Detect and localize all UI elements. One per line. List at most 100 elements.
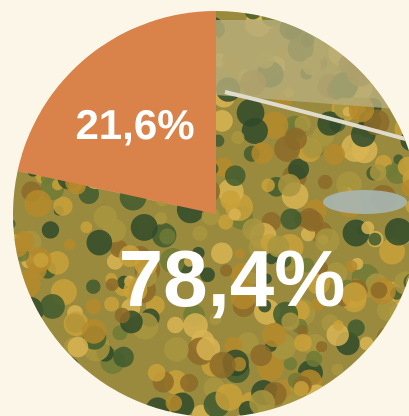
tree — [60, 373, 79, 391]
tree — [13, 238, 28, 258]
tree — [400, 63, 409, 83]
tree — [45, 251, 69, 275]
tree — [281, 312, 300, 331]
tree — [288, 158, 310, 180]
tree — [331, 363, 344, 376]
tree — [91, 396, 103, 409]
tree — [24, 189, 52, 218]
tree — [397, 156, 409, 177]
tree — [13, 69, 36, 93]
tree — [383, 352, 409, 381]
tree — [220, 190, 241, 211]
pie-top — [17, 11, 217, 214]
tree — [73, 13, 90, 31]
tree — [324, 262, 348, 285]
tree — [369, 367, 385, 384]
tree — [41, 12, 68, 38]
tree — [359, 336, 374, 351]
tree — [64, 22, 84, 42]
tree — [335, 372, 363, 399]
tree — [86, 229, 113, 256]
tree — [15, 296, 44, 325]
tree — [376, 327, 398, 349]
tree — [384, 217, 409, 246]
tree — [307, 271, 331, 295]
tree — [130, 213, 158, 241]
tree — [104, 296, 120, 312]
tree — [315, 228, 340, 253]
tree — [368, 55, 383, 70]
tree — [13, 379, 18, 396]
tree — [63, 238, 76, 251]
tree — [404, 41, 409, 52]
tree — [20, 314, 43, 337]
tree — [242, 218, 265, 241]
tree — [261, 178, 275, 192]
tree — [183, 313, 208, 338]
tree — [34, 42, 58, 66]
tree — [164, 337, 189, 362]
tree — [48, 362, 73, 387]
tree — [359, 349, 388, 378]
tree — [180, 373, 199, 392]
tree — [401, 179, 409, 197]
tree — [13, 339, 39, 366]
slice-label: 21,6% — [75, 101, 194, 148]
tree — [299, 257, 315, 273]
tree — [13, 72, 19, 85]
tree — [67, 336, 89, 358]
tree — [113, 346, 134, 368]
tree — [72, 34, 88, 50]
tree — [165, 394, 183, 412]
tree — [80, 221, 93, 234]
tree — [339, 11, 367, 32]
tree — [86, 16, 100, 30]
tree — [52, 355, 81, 384]
tree — [347, 319, 365, 337]
tree — [335, 33, 350, 48]
tree — [231, 130, 245, 145]
tree — [401, 343, 409, 370]
tree — [314, 261, 328, 275]
tree — [38, 45, 50, 57]
tree — [376, 24, 393, 41]
tree — [302, 134, 326, 157]
tree — [384, 164, 398, 178]
tree — [13, 93, 28, 112]
tree — [374, 38, 399, 63]
tree — [209, 351, 236, 379]
tree — [13, 301, 19, 319]
tree — [13, 393, 25, 416]
tree — [13, 319, 32, 344]
tree — [224, 165, 246, 187]
tree — [37, 48, 49, 61]
tree — [105, 278, 119, 291]
tree — [211, 242, 233, 265]
tree — [368, 232, 382, 246]
tree — [81, 319, 107, 344]
tree — [378, 11, 405, 32]
tree — [316, 393, 339, 416]
pond — [323, 190, 407, 214]
tree — [160, 248, 186, 274]
tree — [35, 347, 52, 364]
tree — [261, 111, 289, 139]
tree — [244, 11, 262, 20]
tree — [39, 385, 61, 407]
tree — [48, 28, 77, 56]
tree — [147, 363, 166, 382]
tree — [262, 322, 287, 348]
tree — [315, 341, 328, 353]
tree — [218, 214, 234, 230]
tree — [228, 208, 241, 221]
tree — [280, 208, 302, 230]
tree — [297, 325, 309, 337]
tree — [324, 143, 345, 165]
labels: 21,6% 78,4% — [75, 101, 345, 323]
tree — [251, 142, 274, 165]
tree — [311, 26, 322, 37]
tree — [267, 235, 290, 258]
tree — [294, 115, 311, 132]
tree — [336, 403, 350, 416]
